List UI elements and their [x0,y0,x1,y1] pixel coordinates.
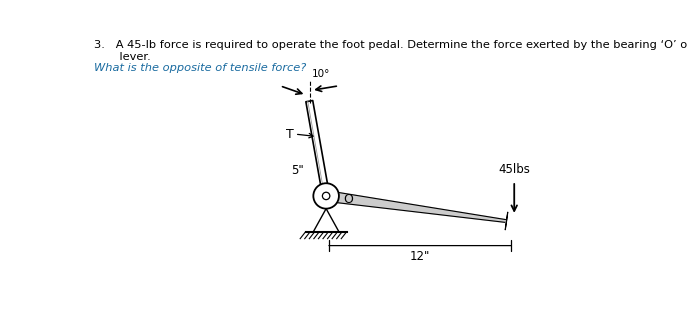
Text: What is the opposite of tensile force?: What is the opposite of tensile force? [93,63,306,73]
Text: 45lbs: 45lbs [498,164,530,176]
Text: 5": 5" [291,164,304,177]
Text: 10°: 10° [312,69,330,79]
Text: 12": 12" [410,250,430,263]
Polygon shape [306,100,330,197]
Polygon shape [505,212,508,230]
Circle shape [322,192,330,200]
Text: O: O [343,193,352,206]
Text: lever.: lever. [93,52,150,62]
Polygon shape [326,191,507,222]
Circle shape [313,183,339,209]
Text: T: T [286,128,294,141]
Text: 3.   A 45-lb force is required to operate the foot pedal. Determine the force ex: 3. A 45-lb force is required to operate … [93,39,687,50]
